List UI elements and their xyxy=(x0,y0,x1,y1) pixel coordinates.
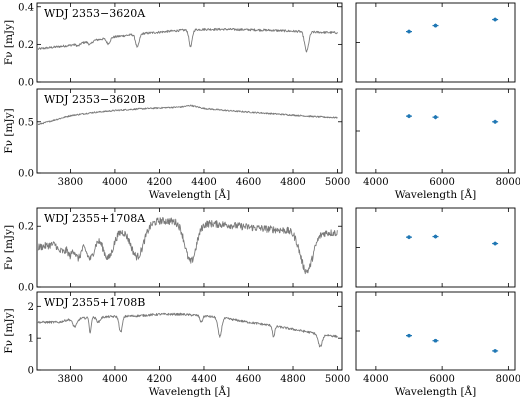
x-tick-label: 4600 xyxy=(236,177,261,188)
data-point xyxy=(433,338,438,343)
data-point xyxy=(407,114,411,118)
panel-8 xyxy=(355,291,516,371)
panel-title: WDJ 2355+1708A xyxy=(44,212,146,225)
data-point xyxy=(407,333,411,338)
data-point xyxy=(433,23,438,28)
x-axis-label: Wavelength [Å] xyxy=(149,187,230,201)
x-tick-label: 4400 xyxy=(191,374,216,385)
data-point xyxy=(493,119,497,124)
x-tick-label: 4000 xyxy=(363,374,388,385)
spectrum-line xyxy=(37,217,338,275)
y-tick-label: 0.0 xyxy=(18,283,34,294)
y-tick-label: 0.2 xyxy=(18,222,34,233)
y-tick-label: 0.0 xyxy=(18,78,34,89)
x-tick-label: 5000 xyxy=(325,374,350,385)
data-point xyxy=(433,115,438,119)
x-tick-label: 4200 xyxy=(147,374,172,385)
x-tick-label: 5000 xyxy=(325,177,350,188)
x-tick-label: 4600 xyxy=(236,374,261,385)
x-tick-label: 8000 xyxy=(496,374,520,385)
y-tick-label: 0.5 xyxy=(18,117,34,128)
panel-title: WDJ 2353−3620B xyxy=(44,93,145,106)
panel-4 xyxy=(355,88,516,174)
plot-frame xyxy=(36,291,343,371)
plot-frame xyxy=(355,291,516,371)
data-point xyxy=(493,349,497,353)
spectrum-line xyxy=(37,312,338,348)
plot-frame xyxy=(36,2,343,83)
x-tick-label: 4200 xyxy=(147,177,172,188)
y-tick-label: 0 xyxy=(28,366,34,377)
y-tick-label: 0.4 xyxy=(18,2,34,13)
y-axis-label: Fν [mJy] xyxy=(3,108,15,153)
y-tick-label: 2 xyxy=(28,302,34,313)
data-point xyxy=(493,17,497,22)
x-tick-label: 3800 xyxy=(58,177,83,188)
x-tick-label: 6000 xyxy=(429,374,454,385)
x-axis-label: Wavelength [Å] xyxy=(395,187,476,201)
panel-5 xyxy=(36,207,343,288)
plot-frame xyxy=(355,2,516,83)
x-tick-label: 4800 xyxy=(280,374,305,385)
plot-frame xyxy=(36,207,343,288)
x-tick-label: 6000 xyxy=(429,177,454,188)
x-tick-label: 4000 xyxy=(363,177,388,188)
spectrum-line xyxy=(37,27,338,53)
y-tick-label: 1 xyxy=(28,334,34,345)
data-point xyxy=(407,235,411,239)
x-tick-label: 8000 xyxy=(496,177,520,188)
x-tick-label: 4800 xyxy=(280,177,305,188)
plot-frame xyxy=(36,88,343,174)
plot-frame xyxy=(355,88,516,174)
panel-2 xyxy=(355,2,516,83)
y-tick-label: 0.0 xyxy=(18,169,34,180)
panel-6 xyxy=(355,207,516,288)
y-axis-label: Fν [mJy] xyxy=(3,225,15,270)
x-axis-label: Wavelength [Å] xyxy=(149,384,230,398)
data-point xyxy=(433,234,438,239)
y-tick-label: 0.2 xyxy=(18,40,34,51)
x-tick-label: 4400 xyxy=(191,177,216,188)
panel-title: WDJ 2355+1708B xyxy=(44,296,145,309)
y-axis-label: Fν [mJy] xyxy=(3,308,15,353)
y-axis-label: Fν [mJy] xyxy=(3,20,15,65)
spectrum-line xyxy=(37,104,338,126)
data-point xyxy=(493,241,497,246)
data-point xyxy=(407,29,411,34)
x-tick-label: 4000 xyxy=(102,177,127,188)
x-tick-label: 4000 xyxy=(102,374,127,385)
x-axis-label: Wavelength [Å] xyxy=(395,384,476,398)
panel-1 xyxy=(36,2,343,83)
panel-title: WDJ 2353−3620A xyxy=(44,7,146,20)
panel-7 xyxy=(36,291,343,371)
plot-frame xyxy=(355,207,516,288)
x-tick-label: 3800 xyxy=(58,374,83,385)
panel-3 xyxy=(36,88,343,174)
